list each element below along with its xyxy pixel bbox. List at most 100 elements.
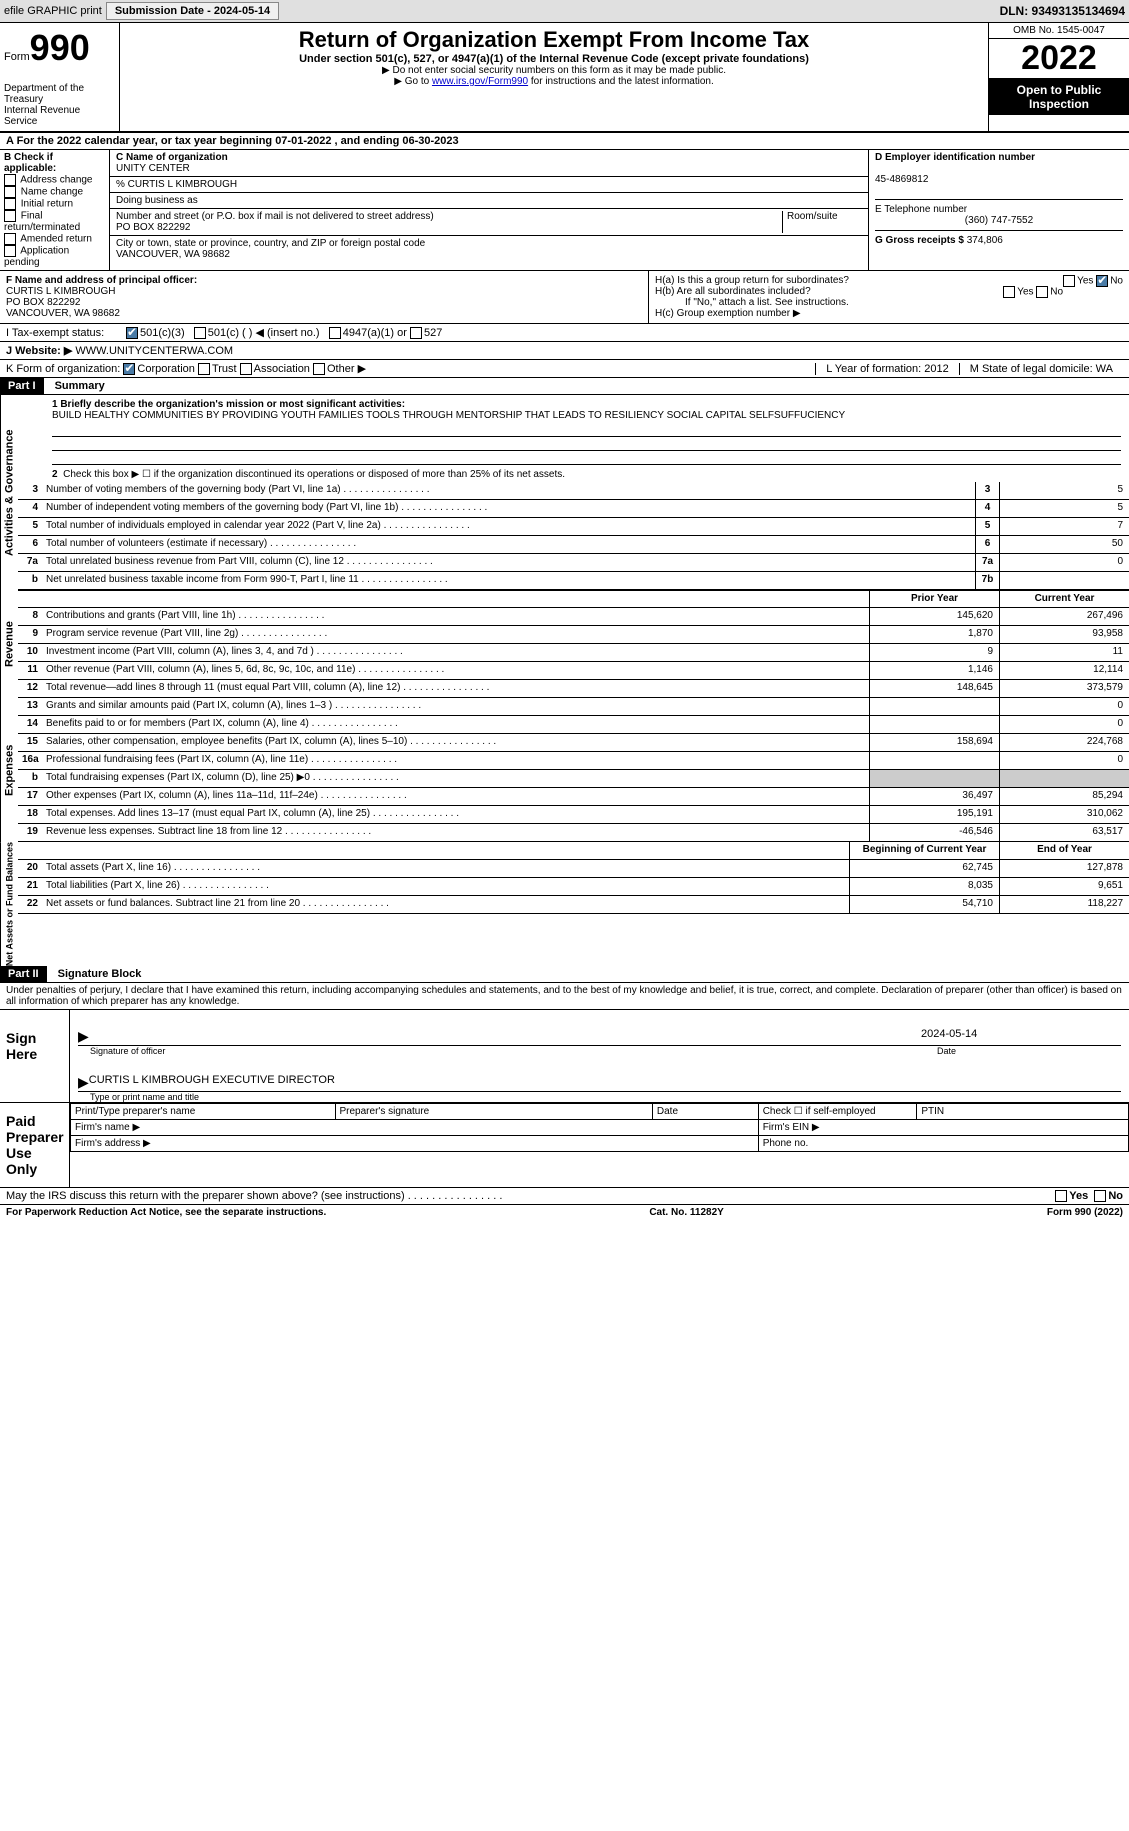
table-row: 3Number of voting members of the governi… (18, 482, 1129, 500)
mission-label: 1 Briefly describe the organization's mi… (52, 399, 405, 410)
prep-h2: Preparer's signature (335, 1104, 652, 1120)
hb-yes[interactable] (1003, 286, 1015, 298)
phone-value: (360) 747-7552 (875, 215, 1123, 226)
sig-name-label: Type or print name and title (70, 1092, 1129, 1102)
firm-name: Firm's name ▶ (71, 1120, 759, 1136)
form-number: 990 (30, 27, 90, 68)
sign-here-block: Sign Here ▶2024-05-14 Signature of offic… (0, 1010, 1129, 1103)
vert-expenses: Expenses (0, 698, 18, 842)
part1-title: Summary (47, 378, 113, 394)
i-527[interactable] (410, 327, 422, 339)
prep-h4: Check ☐ if self-employed (758, 1104, 917, 1120)
efile-label: efile GRAPHIC print (4, 5, 102, 17)
k-label: K Form of organization: (6, 363, 120, 375)
phone-label: E Telephone number (875, 204, 967, 215)
submission-button[interactable]: Submission Date - 2024-05-14 (106, 2, 279, 20)
k-assoc[interactable] (240, 363, 252, 375)
table-row: 19Revenue less expenses. Subtract line 1… (18, 824, 1129, 842)
head-end: End of Year (999, 842, 1129, 859)
city: VANCOUVER, WA 98682 (116, 249, 230, 260)
prep-h1: Print/Type preparer's name (71, 1104, 336, 1120)
footer-left: For Paperwork Reduction Act Notice, see … (6, 1207, 326, 1218)
part1-num: Part I (0, 378, 44, 394)
table-row: 8Contributions and grants (Part VIII, li… (18, 608, 1129, 626)
revenue-block: Revenue Prior YearCurrent Year 8Contribu… (0, 590, 1129, 698)
officer-addr1: PO BOX 822292 (6, 297, 81, 308)
officer-name: CURTIS L KIMBROUGH (6, 286, 115, 297)
table-row: 18Total expenses. Add lines 13–17 (must … (18, 806, 1129, 824)
subtitle-3: ▶ Go to www.irs.gov/Form990 for instruct… (124, 76, 984, 87)
hb-label: H(b) Are all subordinates included? (655, 286, 811, 297)
tax-year: 2022 (989, 39, 1129, 79)
form-word: Form (4, 51, 30, 63)
ha-yes[interactable] (1063, 275, 1075, 287)
table-row: 5Total number of individuals employed in… (18, 518, 1129, 536)
top-bar: efile GRAPHIC print Submission Date - 20… (0, 0, 1129, 23)
ein-value: 45-4869812 (875, 174, 928, 185)
ein-label: D Employer identification number (875, 152, 1035, 163)
box-b-title: B Check if applicable: (4, 152, 105, 174)
sign-here-label: Sign Here (0, 1010, 70, 1102)
discuss-no[interactable] (1094, 1190, 1106, 1202)
table-row: 4Number of independent voting members of… (18, 500, 1129, 518)
i-501c[interactable] (194, 327, 206, 339)
preparer-block: Paid Preparer Use Only Print/Type prepar… (0, 1103, 1129, 1188)
expenses-block: Expenses 13Grants and similar amounts pa… (0, 698, 1129, 842)
table-row: 9Program service revenue (Part VIII, lin… (18, 626, 1129, 644)
table-row: 11Other revenue (Part VIII, column (A), … (18, 662, 1129, 680)
part2-num: Part II (0, 966, 47, 982)
box-b-item: Application pending (4, 245, 105, 268)
table-row: 20Total assets (Part X, line 16)62,74512… (18, 860, 1129, 878)
firm-ein: Firm's EIN ▶ (758, 1120, 1128, 1136)
discuss-yes[interactable] (1055, 1190, 1067, 1202)
room-label: Room/suite (782, 211, 862, 233)
discuss-label: May the IRS discuss this return with the… (6, 1190, 502, 1202)
irs-link[interactable]: www.irs.gov/Form990 (432, 76, 528, 87)
sig-officer-label: Signature of officer (70, 1046, 929, 1056)
head-prior: Prior Year (869, 591, 999, 607)
org-name: UNITY CENTER (116, 163, 190, 174)
table-row: 22Net assets or fund balances. Subtract … (18, 896, 1129, 914)
f-label: F Name and address of principal officer: (6, 275, 197, 286)
penalty-text: Under penalties of perjury, I declare th… (0, 983, 1129, 1010)
page-footer: For Paperwork Reduction Act Notice, see … (0, 1205, 1129, 1220)
i-501c3[interactable] (126, 327, 138, 339)
part2-title: Signature Block (50, 966, 150, 982)
dba-label: Doing business as (110, 193, 868, 209)
addr: PO BOX 822292 (116, 222, 191, 233)
head-beg: Beginning of Current Year (849, 842, 999, 859)
c-name-label: C Name of organization (116, 152, 228, 163)
discuss-row: May the IRS discuss this return with the… (0, 1188, 1129, 1205)
k-corp[interactable] (123, 363, 135, 375)
officer-addr2: VANCOUVER, WA 98682 (6, 308, 120, 319)
ha-no[interactable] (1096, 275, 1108, 287)
row-i: I Tax-exempt status: 501(c)(3) 501(c) ( … (0, 324, 1129, 342)
k-other[interactable] (313, 363, 325, 375)
firm-phone: Phone no. (758, 1136, 1128, 1152)
box-b-item: Initial return (4, 198, 105, 210)
table-row: 13Grants and similar amounts paid (Part … (18, 698, 1129, 716)
table-row: 21Total liabilities (Part X, line 26)8,0… (18, 878, 1129, 896)
hb-note: If "No," attach a list. See instructions… (655, 297, 1123, 308)
care-of: % CURTIS L KIMBROUGH (110, 177, 868, 193)
sub3-pre: ▶ Go to (394, 76, 432, 87)
table-row: 16aProfessional fundraising fees (Part I… (18, 752, 1129, 770)
box-b-item: Amended return (4, 233, 105, 245)
k-trust[interactable] (198, 363, 210, 375)
row-a: A For the 2022 calendar year, or tax yea… (0, 133, 1129, 150)
section-fgh: F Name and address of principal officer:… (0, 271, 1129, 324)
prep-h3: Date (652, 1104, 758, 1120)
table-row: 15Salaries, other compensation, employee… (18, 734, 1129, 752)
table-row: 17Other expenses (Part IX, column (A), l… (18, 788, 1129, 806)
j-label: J Website: ▶ (6, 344, 72, 357)
mission-text: BUILD HEALTHY COMMUNITIES BY PROVIDING Y… (52, 410, 845, 421)
row-k: K Form of organization: Corporation Trus… (0, 360, 1129, 378)
city-label: City or town, state or province, country… (116, 238, 425, 249)
addr-label: Number and street (or P.O. box if mail i… (116, 211, 434, 222)
footer-mid: Cat. No. 11282Y (649, 1207, 723, 1218)
i-4947[interactable] (329, 327, 341, 339)
ha-label: H(a) Is this a group return for subordin… (655, 275, 849, 286)
website-value: WWW.UNITYCENTERWA.COM (75, 345, 233, 357)
hb-no[interactable] (1036, 286, 1048, 298)
section-bcd: B Check if applicable: Address change Na… (0, 150, 1129, 271)
